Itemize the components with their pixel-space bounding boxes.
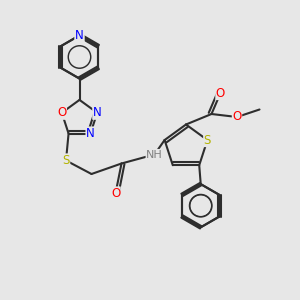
Text: O: O bbox=[232, 110, 242, 124]
Text: S: S bbox=[204, 134, 211, 146]
Text: N: N bbox=[93, 106, 102, 119]
Text: S: S bbox=[62, 154, 70, 167]
Text: N: N bbox=[86, 127, 95, 140]
Text: O: O bbox=[216, 86, 225, 100]
Text: O: O bbox=[57, 106, 66, 119]
Text: NH: NH bbox=[146, 149, 163, 160]
Text: N: N bbox=[75, 29, 84, 42]
Text: O: O bbox=[111, 187, 120, 200]
Text: N: N bbox=[75, 29, 84, 42]
